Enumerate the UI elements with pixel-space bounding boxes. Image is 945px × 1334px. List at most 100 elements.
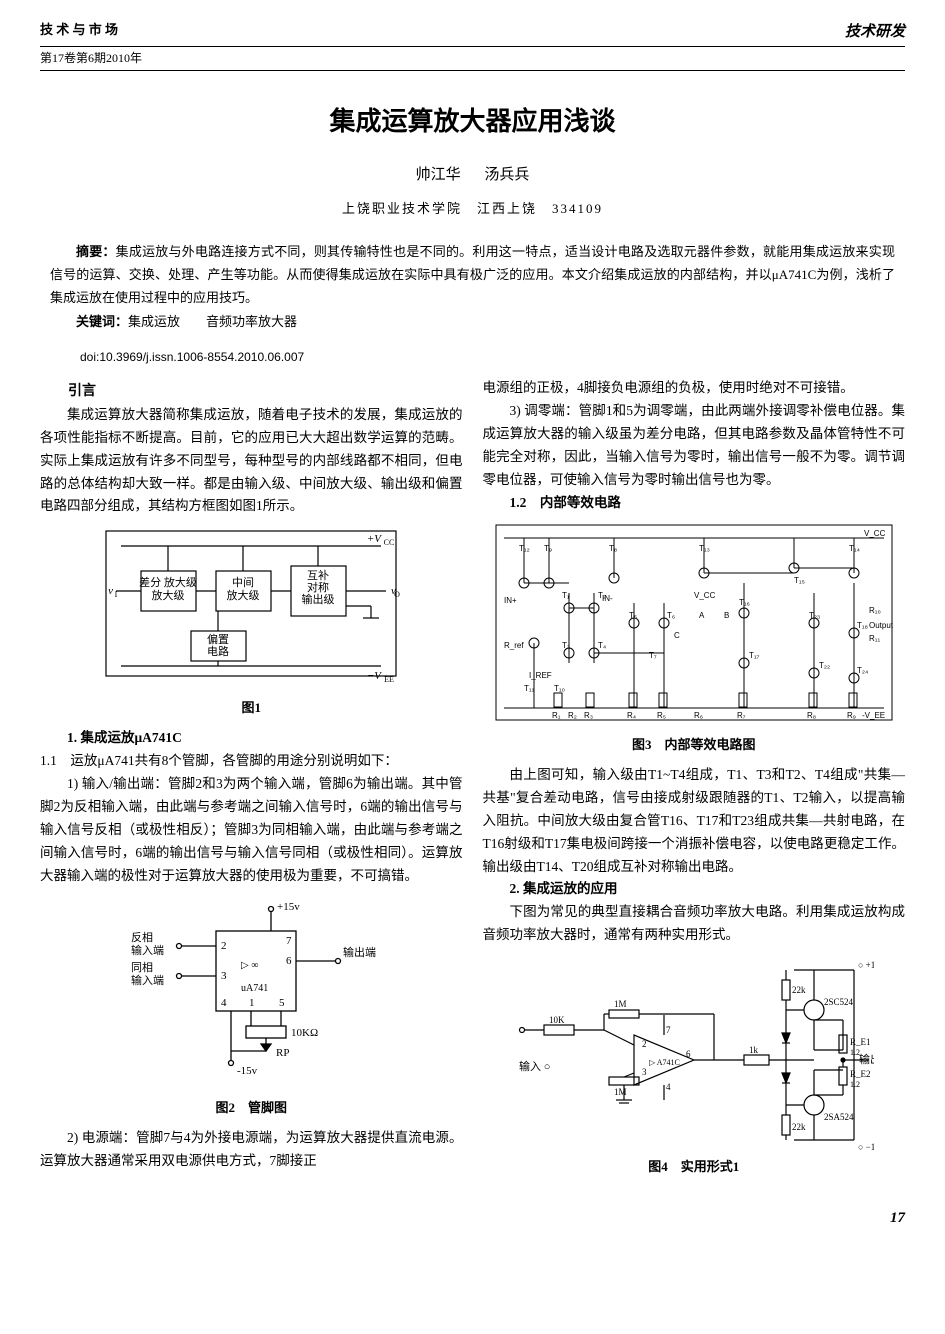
fig4-caption: 图4 实用形式1: [483, 1157, 906, 1178]
svg-text:中间: 中间: [232, 576, 254, 589]
fig1-diff-label: 差分 放大级: [139, 575, 197, 589]
left-column: 引言 集成运算放大器简称集成运放，随着电子技术的发展，集成运放的各项性能指标不断…: [40, 377, 463, 1186]
sec2-heading: 2. 集成运放的应用: [483, 878, 906, 901]
svg-text:CC: CC: [384, 538, 395, 547]
keywords-text: 集成运放 音频功率放大器: [128, 314, 297, 329]
svg-text:I: I: [115, 590, 118, 599]
svg-text:1.2: 1.2: [850, 1080, 860, 1089]
svg-text:A: A: [699, 611, 705, 620]
svg-text:1: 1: [249, 997, 255, 1009]
svg-text:T₂₂: T₂₂: [819, 661, 830, 670]
svg-text:IN+: IN+: [504, 596, 517, 605]
author-2: 汤兵兵: [484, 167, 529, 183]
svg-text:6: 6: [686, 1049, 691, 1059]
svg-text:T₂: T₂: [598, 591, 606, 600]
svg-text:T₈: T₈: [609, 544, 617, 553]
svg-text:输出端: 输出端: [343, 945, 376, 959]
article-title: 集成运算放大器应用浅谈: [40, 101, 905, 143]
svg-text:EE: EE: [384, 675, 394, 684]
svg-text:3: 3: [221, 970, 227, 982]
svg-text:R₇: R₇: [737, 711, 746, 720]
sec1-1-p2: 2) 电源端：管脚7与4为外接电源端，为运算放大器提供直流电源。运算放大器通常采…: [40, 1127, 463, 1173]
svg-text:C: C: [674, 631, 680, 640]
svg-text:R₈: R₈: [807, 711, 816, 720]
svg-text:○ +15V: ○ +15V: [858, 960, 874, 970]
svg-text:R₃: R₃: [584, 711, 593, 720]
p-cont1: 电源组的正极，4脚接负电源组的负极，使用时绝对不可接错。: [483, 377, 906, 400]
page-header: 技 术 与 市 场 技术研发: [40, 20, 905, 47]
svg-text:7: 7: [286, 935, 292, 947]
fig3-svg: T₁₂T₉ T₈T₁₃ T₁₄T₁₅ IN+IN- R_refI_REF T₁T…: [494, 523, 894, 733]
content-columns: 引言 集成运算放大器简称集成运放，随着电子技术的发展，集成运放的各项性能指标不断…: [40, 377, 905, 1186]
abstract: 摘要：集成运放与外电路连接方式不同，则其传输特性也是不同的。利用这一特点，适当设…: [50, 240, 895, 334]
svg-text:1M: 1M: [614, 1087, 627, 1097]
svg-text:放大级: 放大级: [227, 588, 260, 602]
authors: 帅江华 汤兵兵: [40, 163, 905, 187]
svg-text:▷ A741C: ▷ A741C: [649, 1058, 680, 1067]
svg-text:T₁₇: T₁₇: [749, 651, 760, 660]
svg-text:-15v: -15v: [237, 1065, 258, 1077]
svg-text:V_CC: V_CC: [864, 529, 886, 538]
fig1-caption: 图1: [40, 698, 463, 719]
svg-text:放大级: 放大级: [152, 588, 185, 602]
issue-info: 第17卷第6期2010年: [40, 49, 905, 71]
svg-text:2SC524: 2SC524: [824, 997, 854, 1007]
affiliation: 上饶职业技术学院 江西上饶 334109: [40, 199, 905, 220]
svg-text:T₃: T₃: [562, 641, 570, 650]
fig1-svg: 差分 放大级 放大级 中间 放大级 互补 对称 输出级 偏置 电路 vI vO …: [101, 526, 401, 696]
svg-text:输入 ○: 输入 ○: [519, 1059, 550, 1073]
svg-text:R_ref: R_ref: [504, 641, 524, 650]
svg-text:T₁₂: T₁₂: [519, 544, 530, 553]
svg-text:R₂: R₂: [568, 711, 577, 720]
svg-text:Output: Output: [869, 621, 894, 630]
svg-text:7: 7: [666, 1025, 671, 1035]
svg-text:5: 5: [279, 997, 285, 1009]
keywords-label: 关键词：: [76, 314, 128, 329]
right-p4: 下图为常见的典型直接耦合音频功率放大电路。利用集成运放构成音频功率放大器时，通常…: [483, 901, 906, 947]
svg-text:T₂₄: T₂₄: [857, 666, 868, 675]
svg-text:v: v: [108, 585, 113, 597]
svg-text:T₁₆: T₁₆: [739, 598, 750, 607]
svg-text:T₄: T₄: [598, 641, 606, 650]
svg-text:T₉: T₉: [544, 544, 552, 553]
svg-text:T₆: T₆: [667, 611, 675, 620]
sec1-2-heading: 1.2 内部等效电路: [483, 492, 906, 515]
right-p3: 由上图可知，输入级由T1~T4组成，T1、T3和T2、T4组成"共集—共基"复合…: [483, 764, 906, 879]
svg-text:I_REF: I_REF: [529, 671, 552, 680]
svg-text:电路: 电路: [207, 645, 229, 658]
svg-text:+15v: +15v: [277, 901, 300, 913]
svg-text:1M: 1M: [614, 999, 627, 1009]
svg-text:R_E2: R_E2: [850, 1069, 871, 1079]
svg-text:2: 2: [221, 940, 227, 952]
right-column: 电源组的正极，4脚接负电源组的负极，使用时绝对不可接错。 3) 调零端：管脚1和…: [483, 377, 906, 1186]
svg-text:V_CC: V_CC: [694, 591, 716, 600]
svg-text:3: 3: [642, 1067, 647, 1077]
svg-text:T₅: T₅: [629, 611, 637, 620]
svg-text:输出: 输出: [859, 1052, 874, 1066]
svg-text:B: B: [724, 611, 729, 620]
svg-text:偏置: 偏置: [207, 632, 229, 646]
svg-text:4: 4: [221, 997, 227, 1009]
sec1-heading: 1. 集成运放μA741C: [40, 727, 463, 750]
figure-2: 反相 输入端 同相 输入端 输出端 +15v -15v 2 3 4 7 6 1 …: [40, 896, 463, 1119]
sec1-1-heading: 1.1 运放μA741共有8个管脚，各管脚的用途分别说明如下：: [40, 750, 463, 773]
svg-text:R₉: R₉: [847, 711, 856, 720]
svg-text:RP: RP: [276, 1047, 289, 1059]
svg-text:T₇: T₇: [649, 651, 657, 660]
svg-text:2: 2: [642, 1039, 647, 1049]
svg-text:−V: −V: [367, 670, 382, 682]
svg-text:1k: 1k: [749, 1045, 759, 1055]
svg-text:-V_EE: -V_EE: [862, 711, 885, 720]
svg-text:对称: 对称: [307, 580, 329, 594]
abstract-label: 摘要：: [76, 244, 116, 259]
svg-text:T₁₈: T₁₈: [857, 621, 868, 630]
fig4-svg: 输入 ○ 10K 1M 1M 2 3 7 4 6 ▷ A741C 1k 22k …: [514, 955, 874, 1155]
author-1: 帅江华: [416, 167, 461, 183]
svg-text:T₂₃: T₂₃: [809, 611, 820, 620]
svg-text:反相: 反相: [131, 931, 153, 944]
svg-text:输入端: 输入端: [131, 973, 164, 987]
intro-paragraph: 集成运算放大器简称集成运放，随着电子技术的发展，集成运放的各项性能指标不断提高。…: [40, 404, 463, 519]
section-name: 技术研发: [845, 20, 905, 44]
fig2-caption: 图2 管脚图: [40, 1098, 463, 1119]
svg-text:T₁₃: T₁₃: [699, 544, 710, 553]
